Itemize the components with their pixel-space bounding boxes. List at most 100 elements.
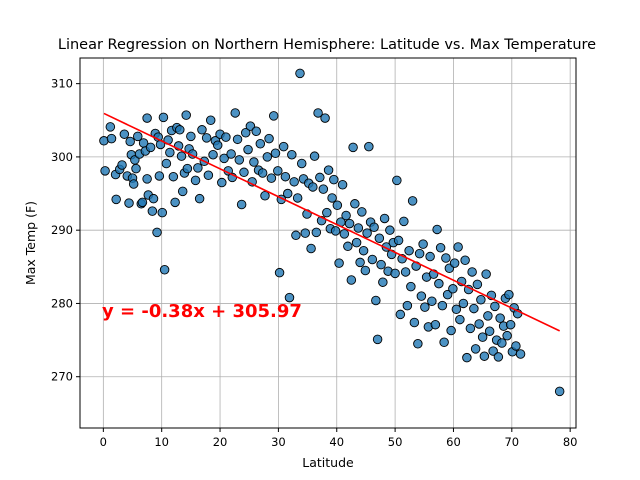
data-point [320,113,330,123]
data-point [442,289,453,300]
x-axis-label: Latitude [302,455,354,470]
data-point [315,172,325,183]
data-point [343,241,353,252]
data-point [493,352,504,362]
y-tick-label: 290 [51,223,73,237]
data-point [287,149,297,160]
data-point [448,284,458,294]
x-tick-label: 80 [563,435,578,449]
regression-line [103,112,561,332]
chart-title: Linear Regression on Northern Hemisphere… [58,37,596,53]
data-point [472,279,483,290]
data-point [142,113,152,123]
data-point [292,193,303,203]
data-point [203,170,214,180]
plot-frame [79,57,577,429]
data-point [344,218,355,229]
data-point [430,319,441,330]
data-point [378,277,388,287]
data-point [404,245,414,256]
data-point [125,136,135,147]
data-point [329,174,339,185]
data-point [413,338,423,349]
data-point [181,110,191,120]
data-point [273,166,283,176]
data-point [147,206,158,216]
data-points [99,68,565,397]
data-point [176,151,187,161]
data-point [339,229,350,239]
y-tick-label: 300 [51,150,73,164]
data-point [483,311,493,321]
data-point [372,334,383,345]
regression-equation: y = -0.38x + 305.97 [102,301,302,322]
data-point [374,233,385,243]
data-point [182,163,193,174]
data-point [264,133,274,144]
y-tick-label: 310 [51,77,73,91]
data-point [434,278,444,289]
data-point [416,291,427,301]
x-tick-label: 20 [213,435,228,449]
data-point [418,239,428,249]
data-point [232,134,243,145]
data-point [159,264,170,275]
data-point [495,313,505,323]
y-tick-label: 270 [51,370,73,384]
data-point [350,199,360,209]
data-point [323,165,334,175]
data-point [379,213,390,224]
data-point [395,309,406,320]
data-point [306,243,316,254]
data-point [186,131,196,142]
regression-line-group [103,112,561,332]
data-point [278,141,289,152]
data-point [351,237,362,248]
data-point [476,295,486,305]
data-point [106,133,117,144]
data-point [190,175,201,186]
data-point [490,301,500,312]
data-point [161,158,172,169]
data-point [460,255,470,265]
data-point [170,197,180,208]
data-point [133,131,143,142]
data-point [427,296,437,306]
data-point [439,337,449,348]
y-axis-label: Max Temp (F) [23,201,38,285]
data-point [451,304,462,315]
data-point [131,163,141,174]
data-point [219,153,229,164]
data-point [465,323,476,334]
data-point [154,171,165,181]
data-point [437,300,448,311]
data-point [243,144,253,155]
data-point [240,127,251,138]
x-tick-label: 30 [271,435,286,449]
data-point [308,182,318,192]
x-tick-label: 40 [329,435,344,449]
data-point [289,177,299,187]
data-point [446,325,456,336]
data-point [260,190,270,201]
data-point [393,235,404,246]
data-point [432,224,442,235]
data-point [255,138,266,149]
data-point [111,194,121,205]
data-point [197,125,207,135]
data-point [362,228,372,238]
data-point [226,149,236,159]
data-point [367,254,378,265]
data-point [152,227,162,238]
data-point [158,112,169,123]
data-point [249,157,259,167]
data-point [105,122,116,132]
x-tick-label: 50 [388,435,403,449]
data-point [458,298,469,309]
x-axis-ticks: 0 10 20 30 40 50 60 70 80 [100,428,578,449]
data-point [474,319,484,329]
data-point [371,295,381,306]
data-point [117,160,127,170]
data-point [360,265,371,276]
data-point [348,142,358,153]
